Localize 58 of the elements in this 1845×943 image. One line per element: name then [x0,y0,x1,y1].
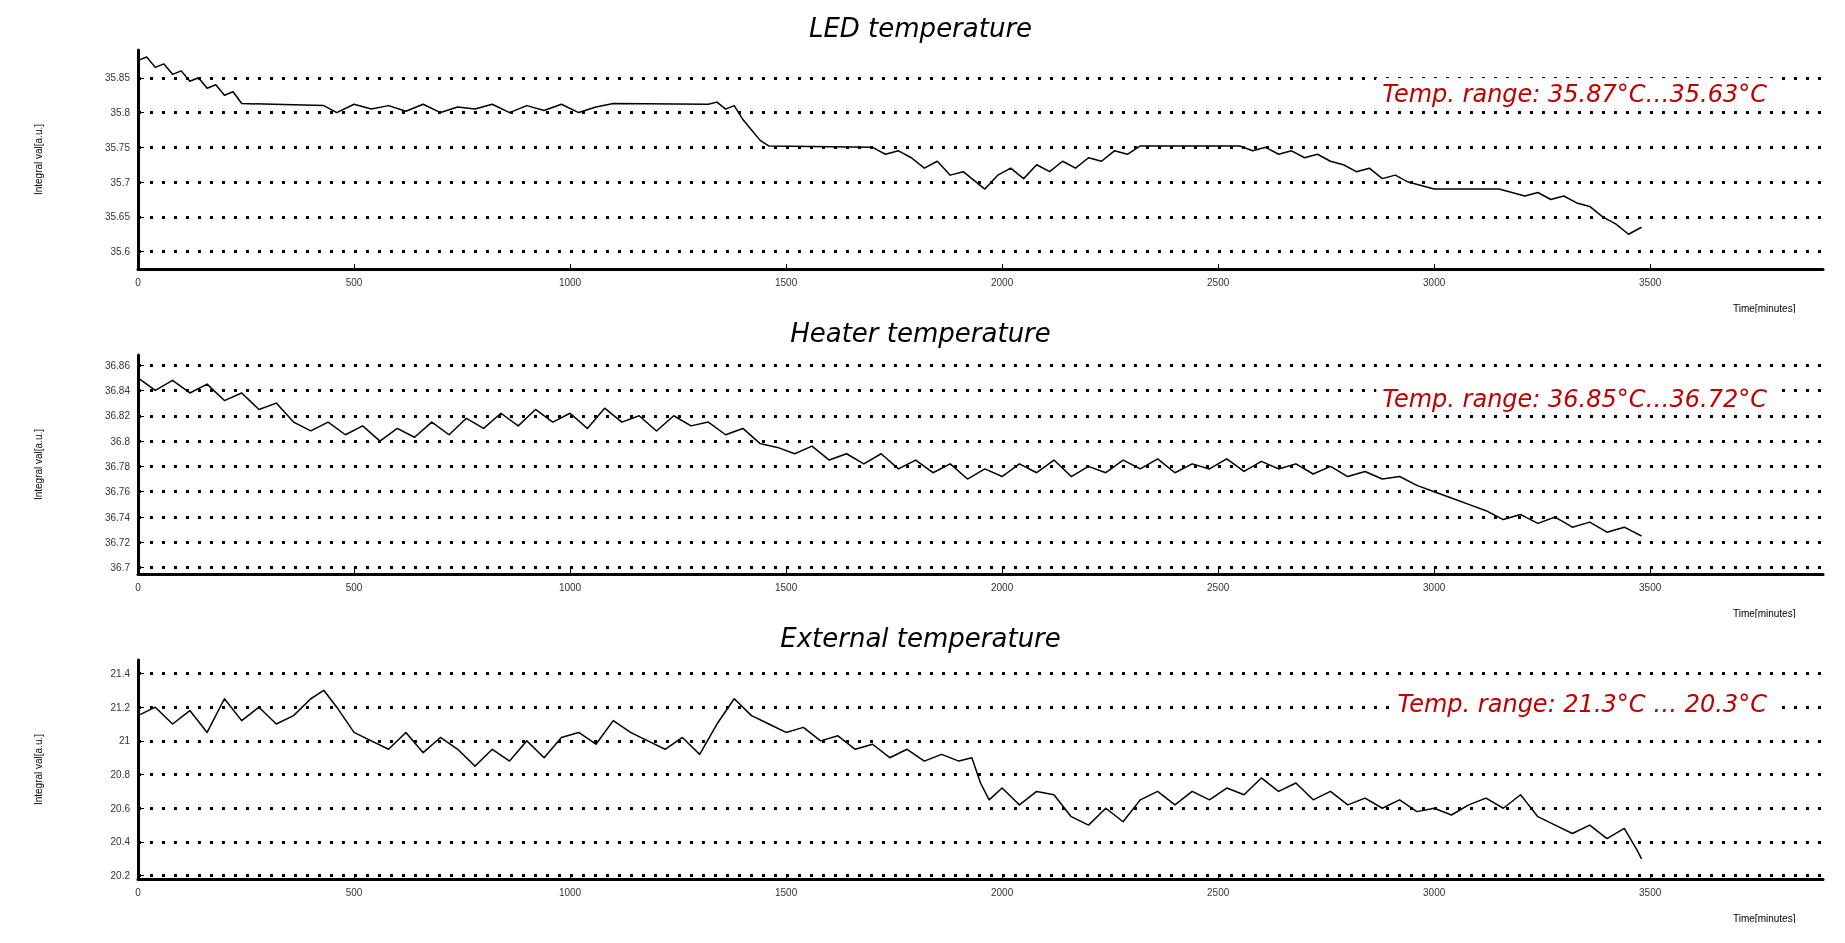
y-tick-label: 35.7 [110,176,131,188]
x-tick-label: 3500 [1639,276,1662,288]
y-tick-label: 35.65 [104,211,131,223]
x-tick-label: 3000 [1423,581,1446,593]
x-tick-label: 2000 [990,581,1014,593]
x-tick-label: 2000 [990,276,1014,288]
annotation: Temp. range: 35.87°C…35.63°C [1382,80,1768,108]
chart-title: Heater temperature [790,318,1051,348]
y-tick-label: 21 [118,735,131,747]
x-tick-label: 0 [135,581,142,593]
x-tick-label: 1000 [558,581,582,593]
x-tick-label: 3000 [1423,276,1446,288]
x-tick-label: 1000 [558,886,582,898]
annotation: Temp. range: 36.85°C…36.72°C [1382,385,1768,413]
y-tick-label: 20.4 [110,836,131,848]
x-tick-label: 500 [345,581,363,593]
y-tick-label: 35.8 [110,107,131,119]
x-tick-label: 500 [345,886,363,898]
y-tick-label: 20.2 [110,870,131,882]
y-tick-label: 20.8 [110,769,131,781]
x-tick-label: 3500 [1639,886,1662,898]
y-tick-label: 36.84 [104,384,131,396]
x-tick-label: 500 [345,276,363,288]
x-tick-label: 1500 [774,581,798,593]
x-tick-label: 1000 [558,276,582,288]
annotation: Temp. range: 21.3°C … 20.3°C [1397,690,1768,718]
y-tick-label: 36.74 [104,511,131,523]
y-tick-label: 36.82 [104,410,131,422]
x-tick-label: 1500 [774,886,798,898]
x-tick-label: 3000 [1423,886,1446,898]
x-tick-label: 3500 [1639,581,1662,593]
y-tick-label: 36.72 [104,536,131,548]
y-axis-title: Integral val[a.u.] [32,123,44,196]
x-tick-label: 2500 [1207,276,1230,288]
y-tick-label: 35.6 [110,246,131,258]
chart-title: External temperature [780,623,1061,653]
y-tick-label: 36.78 [104,460,131,472]
x-tick-label: 2500 [1207,581,1230,593]
y-tick-label: 20.6 [110,802,131,814]
x-tick-label: 1500 [774,276,798,288]
y-tick-label: 36.86 [104,359,131,371]
x-axis-title: Time[minutes] [1733,912,1796,924]
chart-title: LED temperature [808,13,1033,43]
x-tick-label: 2000 [990,886,1014,898]
x-axis-title: Time[minutes] [1733,607,1796,619]
x-tick-label: 2500 [1207,886,1230,898]
y-tick-label: 21.4 [110,667,131,679]
y-tick-label: 21.2 [110,701,131,713]
y-tick-label: 35.75 [104,141,131,153]
y-tick-label: 36.7 [110,562,131,574]
x-tick-label: 0 [135,886,142,898]
x-tick-label: 0 [135,276,142,288]
y-tick-label: 35.85 [104,72,131,84]
y-axis-title: Integral val[a.u.] [32,428,44,501]
y-tick-label: 36.8 [110,435,131,447]
y-tick-label: 36.76 [104,486,131,498]
x-axis-title: Time[minutes] [1733,302,1796,314]
y-axis-title: Integral val[a.u.] [32,733,44,806]
